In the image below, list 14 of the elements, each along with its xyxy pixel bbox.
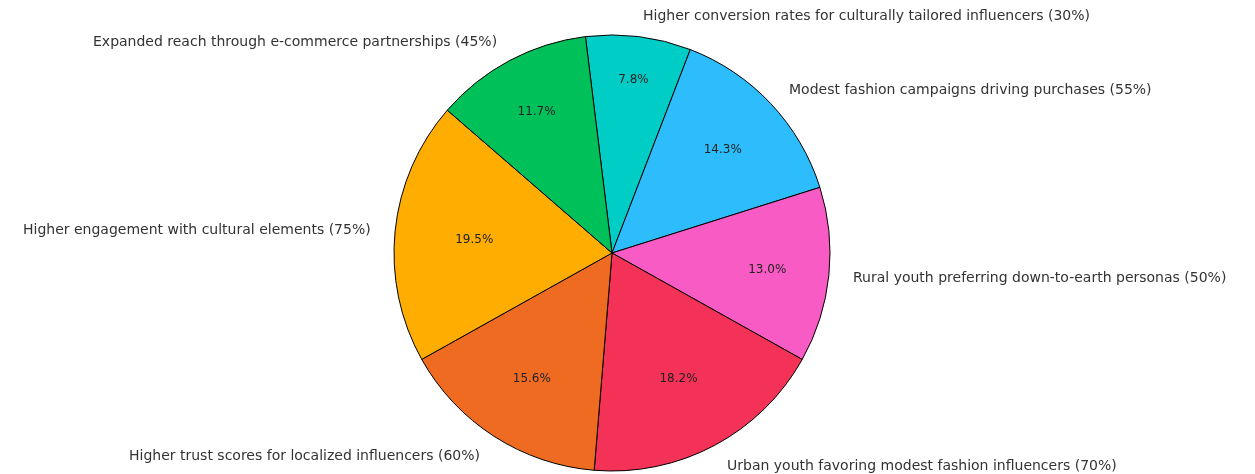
data-label: 13.0% bbox=[748, 261, 787, 276]
slice-label: Higher conversion rates for culturally tailored influencers (30%) bbox=[643, 7, 1091, 23]
data-label: 14.3% bbox=[703, 141, 742, 156]
slice-label: Higher trust scores for localized influencers (60%) bbox=[129, 447, 481, 463]
data-label: 15.6% bbox=[512, 370, 551, 385]
data-label: 11.7% bbox=[517, 104, 556, 119]
data-label: 18.2% bbox=[659, 370, 698, 385]
slice-label: Urban youth favoring modest fashion influencers (70%) bbox=[727, 457, 1117, 473]
slice-label: Higher engagement with cultural elements (75%) bbox=[23, 221, 371, 237]
data-label: 19.5% bbox=[455, 231, 494, 246]
slice-label: Rural youth preferring down-to-earth personas (50%) bbox=[853, 269, 1227, 285]
slice-label: Modest fashion campaigns driving purchases (55%) bbox=[789, 81, 1152, 97]
data-label: 7.8% bbox=[618, 71, 649, 86]
slice-label: Expanded reach through e-commerce partnerships (45%) bbox=[93, 33, 498, 49]
